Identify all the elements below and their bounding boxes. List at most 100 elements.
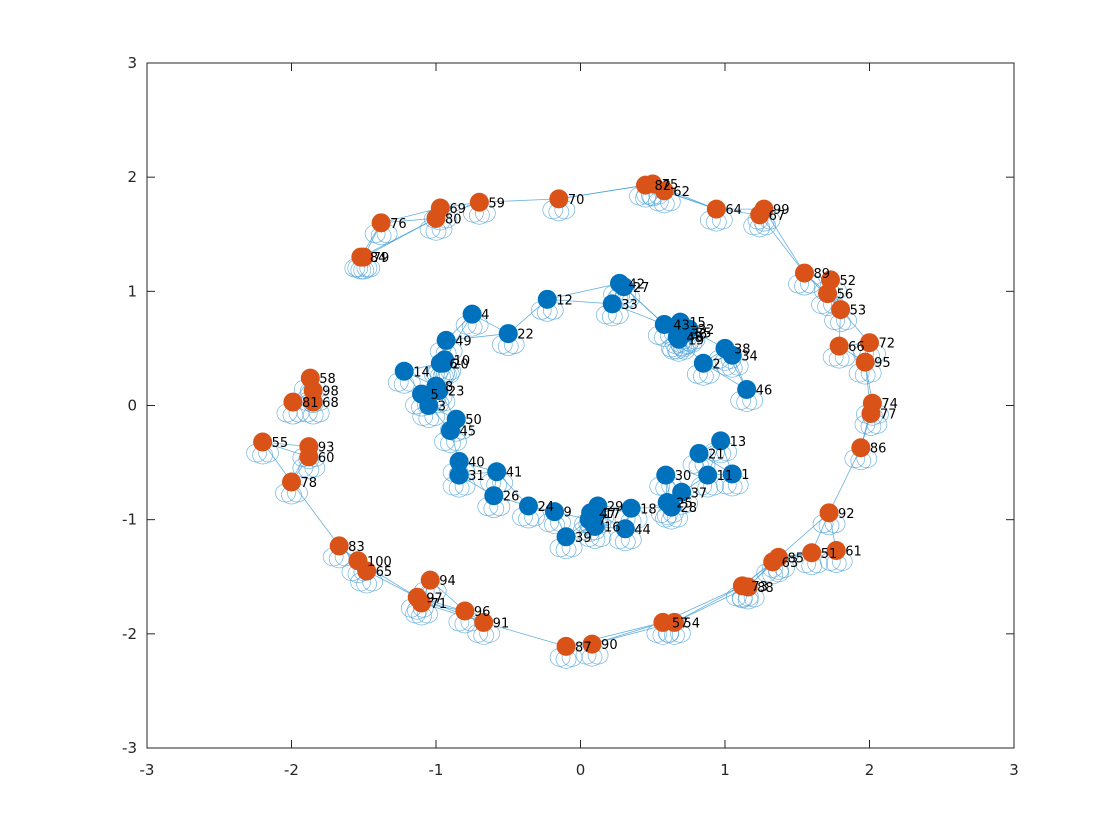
node-50 bbox=[446, 409, 466, 429]
node-label-6: 6 bbox=[449, 357, 457, 372]
node-64 bbox=[706, 199, 726, 219]
node-label-7: 7 bbox=[598, 514, 606, 529]
node-label-67: 67 bbox=[769, 209, 786, 224]
node-label-98: 98 bbox=[322, 385, 339, 400]
node-label-86: 86 bbox=[870, 442, 887, 457]
node-label-8: 8 bbox=[445, 380, 453, 395]
node-22 bbox=[498, 324, 518, 344]
node-11 bbox=[698, 465, 718, 485]
node-label-49: 49 bbox=[455, 334, 472, 349]
node-label-41: 41 bbox=[506, 466, 523, 481]
graph-edge bbox=[674, 586, 749, 623]
node-77 bbox=[861, 403, 881, 423]
graph-edge bbox=[763, 208, 805, 274]
node-label-17: 17 bbox=[604, 507, 621, 522]
node-28 bbox=[662, 497, 682, 517]
graph-edge bbox=[291, 481, 340, 547]
node-label-92: 92 bbox=[838, 507, 855, 522]
node-40 bbox=[449, 451, 469, 471]
node-label-53: 53 bbox=[850, 304, 867, 319]
node-41 bbox=[487, 462, 507, 482]
node-9 bbox=[544, 502, 564, 522]
node-98 bbox=[303, 381, 323, 401]
node-53 bbox=[831, 300, 851, 320]
node-72 bbox=[860, 333, 879, 353]
node-label-28: 28 bbox=[681, 501, 698, 516]
node-label-68: 68 bbox=[322, 396, 339, 411]
node-label-14: 14 bbox=[413, 365, 430, 380]
node-20 bbox=[433, 353, 453, 373]
node-label-34: 34 bbox=[741, 349, 758, 364]
node-label-42: 42 bbox=[629, 277, 646, 292]
node-label-65: 65 bbox=[376, 565, 393, 580]
y-tick-label: 1 bbox=[127, 282, 137, 300]
node-label-50: 50 bbox=[465, 413, 482, 428]
node-57 bbox=[653, 612, 673, 632]
node-14 bbox=[394, 361, 414, 381]
node-label-35: 35 bbox=[695, 326, 712, 341]
node-47 bbox=[581, 503, 601, 523]
y-tick-label: -2 bbox=[122, 625, 137, 643]
node-label-22: 22 bbox=[517, 328, 534, 343]
node-label-60: 60 bbox=[318, 451, 335, 466]
node-4 bbox=[462, 304, 482, 324]
node-label-96: 96 bbox=[474, 605, 491, 620]
node-37 bbox=[672, 482, 692, 502]
node-label-88: 88 bbox=[757, 581, 774, 596]
node-85 bbox=[768, 547, 788, 567]
node-label-87: 87 bbox=[575, 640, 592, 655]
node-86 bbox=[851, 438, 871, 458]
node-label-12: 12 bbox=[556, 293, 573, 308]
node-label-89: 89 bbox=[813, 267, 830, 282]
node-label-38: 38 bbox=[734, 342, 751, 357]
graph-edge bbox=[479, 198, 559, 203]
node-label-48: 48 bbox=[686, 331, 703, 346]
node-70 bbox=[549, 189, 569, 209]
node-label-16: 16 bbox=[604, 521, 621, 536]
node-61 bbox=[826, 540, 846, 560]
node-label-29: 29 bbox=[607, 500, 624, 515]
node-46 bbox=[737, 380, 757, 400]
node-label-32: 32 bbox=[698, 323, 715, 338]
node-label-84: 84 bbox=[370, 251, 387, 266]
node-label-43: 43 bbox=[673, 318, 690, 333]
node-label-72: 72 bbox=[879, 337, 896, 352]
node-label-69: 69 bbox=[449, 202, 466, 217]
node-94 bbox=[420, 570, 440, 590]
node-39 bbox=[556, 527, 576, 547]
node-23 bbox=[429, 381, 449, 401]
node-82 bbox=[636, 175, 656, 195]
node-label-15: 15 bbox=[689, 316, 706, 331]
node-label-18: 18 bbox=[640, 502, 657, 517]
node-label-95: 95 bbox=[874, 356, 891, 371]
graph-edge bbox=[828, 447, 862, 513]
graph-edge bbox=[778, 512, 830, 558]
node-95 bbox=[855, 352, 875, 372]
node-label-19: 19 bbox=[688, 333, 705, 348]
node-56 bbox=[818, 284, 838, 304]
node-87 bbox=[556, 636, 576, 656]
node-label-4: 4 bbox=[481, 308, 489, 323]
graph-edge bbox=[547, 282, 620, 300]
node-label-73: 73 bbox=[751, 580, 768, 595]
node-96 bbox=[455, 601, 475, 621]
node-label-90: 90 bbox=[601, 638, 618, 653]
node-label-2: 2 bbox=[712, 357, 720, 372]
node-label-13: 13 bbox=[730, 435, 747, 450]
node-label-45: 45 bbox=[459, 425, 476, 440]
graph-edge bbox=[547, 298, 613, 305]
y-tick-label: -1 bbox=[122, 511, 137, 529]
node-18 bbox=[621, 498, 641, 518]
y-tick-label: 3 bbox=[127, 54, 137, 72]
node-label-82: 82 bbox=[655, 179, 672, 194]
node-13 bbox=[711, 431, 731, 451]
node-label-75: 75 bbox=[662, 178, 679, 193]
node-label-83: 83 bbox=[348, 540, 365, 555]
node-label-20: 20 bbox=[452, 357, 469, 372]
y-tick-label: -3 bbox=[122, 739, 137, 757]
x-tick-label: 1 bbox=[720, 761, 730, 779]
graph-edge bbox=[360, 217, 437, 258]
node-label-46: 46 bbox=[756, 384, 773, 399]
node-100 bbox=[348, 551, 368, 571]
